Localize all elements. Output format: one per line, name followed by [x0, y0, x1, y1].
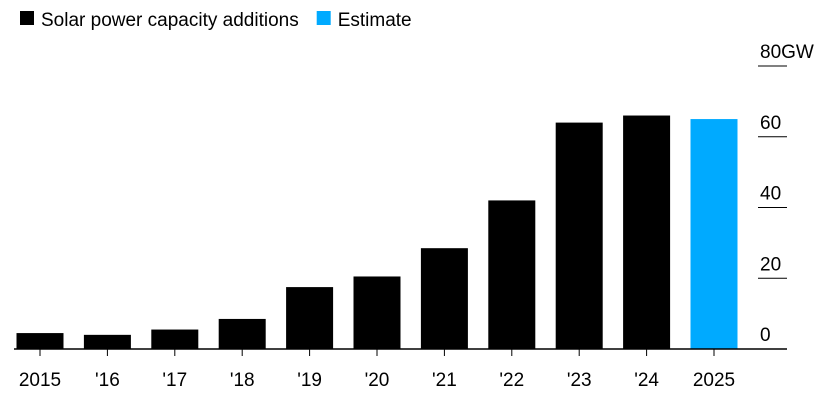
y-tick-label: 20 — [760, 254, 781, 275]
y-tick-label: 80GW — [760, 42, 814, 63]
legend: Solar power capacity additions Estimate — [20, 10, 412, 31]
x-tick-label: '18 — [230, 370, 255, 391]
x-tick-label: '17 — [162, 370, 187, 391]
x-tick-label: '21 — [432, 370, 457, 391]
x-tick-label: '23 — [567, 370, 592, 391]
bar-18 — [218, 318, 266, 349]
y-tick-label: 60 — [760, 113, 781, 134]
x-tick-label: '22 — [499, 370, 524, 391]
y-axis: 80GW 60 40 20 0 — [758, 42, 814, 346]
y-tick-label: 0 — [760, 325, 771, 346]
bar-19 — [286, 287, 334, 349]
legend-swatch-0 — [20, 11, 34, 25]
x-axis: 2015 '16 '17 '18 '19 '20 '21 '22 '23 '24 2025 — [19, 349, 735, 391]
x-tick-label: '24 — [634, 370, 659, 391]
x-tick-label: '19 — [297, 370, 322, 391]
x-tick-label: '16 — [95, 370, 120, 391]
bar-20 — [353, 276, 401, 349]
legend-label-1: Estimate — [338, 10, 412, 31]
bars — [16, 115, 738, 350]
bar-16 — [83, 334, 131, 349]
bar-22 — [488, 200, 536, 349]
x-tick-label: 2015 — [19, 370, 61, 391]
x-tick-label: '20 — [365, 370, 390, 391]
legend-swatch-1 — [316, 11, 331, 25]
bar-17 — [151, 329, 199, 349]
bar-23 — [555, 122, 603, 349]
bar-2025-estimate — [690, 119, 738, 349]
bar-21 — [420, 248, 468, 349]
bar-2015 — [16, 333, 64, 349]
y-tick-label: 40 — [760, 184, 781, 205]
legend-label-0: Solar power capacity additions — [41, 10, 299, 31]
x-tick-label: 2025 — [693, 370, 735, 391]
bar-24 — [623, 115, 671, 350]
